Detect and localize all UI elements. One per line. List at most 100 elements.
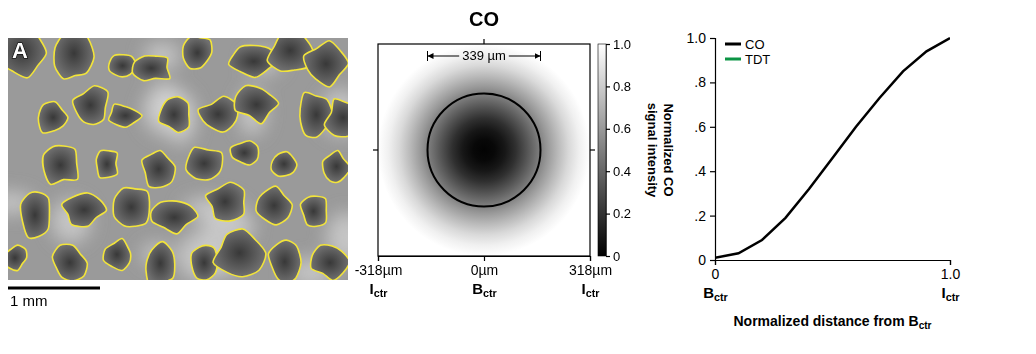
- panel-title: CO: [469, 8, 499, 30]
- tick: 1.0: [687, 30, 715, 46]
- tick: .2: [694, 208, 715, 224]
- annotation-arrow: [509, 56, 541, 57]
- plot-frame: [378, 44, 590, 256]
- blob: [234, 85, 278, 123]
- tick-mark: [590, 149, 595, 150]
- tick-label: 1.0: [613, 37, 631, 52]
- blob: [43, 146, 78, 185]
- tick-sublabel: Bctr: [703, 284, 728, 303]
- blob: [151, 201, 198, 234]
- tick-mark: [483, 39, 484, 44]
- blob: [186, 147, 223, 180]
- tick-mark: [606, 129, 610, 130]
- legend-label: CO: [745, 37, 765, 52]
- blob: [206, 182, 245, 221]
- tick: 1.0: [606, 37, 631, 52]
- tick-mark: [606, 44, 610, 45]
- tick: 0.4: [606, 164, 631, 179]
- legend-swatch: [725, 58, 741, 61]
- tick-label: 0.8: [613, 79, 631, 94]
- x-axis: -318µm Ictr 0µmBctr 318µm Ictr: [355, 256, 612, 299]
- tick-label: .6: [694, 119, 706, 135]
- tick: .6: [694, 119, 715, 135]
- axis-line: [710, 39, 716, 261]
- colorbar: [598, 44, 606, 256]
- blob: [271, 152, 297, 177]
- blob: [213, 229, 266, 277]
- blob: [322, 151, 348, 183]
- legend-label: TDT: [745, 52, 770, 67]
- tick-label: -318µm: [355, 262, 403, 278]
- axis-line: [716, 261, 951, 266]
- scale-bar-label: 1 mm: [10, 292, 48, 309]
- tick-mark: [606, 86, 610, 87]
- x-axis: 0Bctr 1.0Ictr: [703, 260, 960, 303]
- tick-sublabel-subscript: ctr: [714, 291, 729, 303]
- tick: 318µm Ictr: [569, 256, 612, 299]
- blob: [158, 97, 189, 133]
- blob: [183, 38, 212, 69]
- blob: [132, 56, 170, 81]
- heatmap-plot: [378, 44, 590, 256]
- blob: [54, 38, 94, 79]
- tick: 0: [606, 249, 620, 264]
- annotation-end: [540, 51, 541, 61]
- blob: [96, 150, 117, 178]
- blob: [311, 245, 348, 280]
- blob: [20, 192, 49, 238]
- blob: [268, 240, 301, 280]
- annotation-arrow: [428, 56, 460, 57]
- tick-mark: [378, 256, 379, 261]
- figure: A1 mmCO339 µm-318µmIctr0µmBctr318µmIctr0…: [0, 0, 1036, 354]
- heatmap: [378, 44, 590, 256]
- tick-sublabel: Ictr: [370, 280, 389, 299]
- legend-swatch: [725, 43, 741, 46]
- tick-label: 0.6: [613, 121, 631, 136]
- tick-label: 0: [613, 249, 620, 264]
- blob: [52, 244, 87, 280]
- tick-mark: [484, 256, 485, 261]
- tick-label: 0: [698, 252, 706, 268]
- tick: .8: [694, 74, 715, 90]
- tick-sublabel-subscript: ctr: [483, 287, 498, 299]
- tick: 0.8: [606, 79, 631, 94]
- blob: [103, 238, 131, 270]
- annotation-end: [427, 51, 428, 61]
- annotation: 339 µm: [428, 48, 541, 63]
- tick-mark: [710, 171, 715, 172]
- tick: 0µmBctr: [471, 256, 499, 299]
- colorbar-title-line: signal intensity: [645, 103, 660, 198]
- colorbar-title-line: Normalized CO: [661, 103, 676, 196]
- tick-sublabel-main: B: [472, 280, 483, 297]
- tick-label: 318µm: [569, 262, 612, 278]
- blob: [146, 242, 175, 280]
- x-axis-title-main: Normalized distance from B: [733, 313, 918, 329]
- blob: [109, 104, 142, 127]
- tick-sublabel: Bctr: [472, 280, 497, 299]
- tick-sublabel: Ictr: [942, 284, 961, 303]
- tick: -318µm Ictr: [355, 256, 403, 299]
- axis-line: [607, 45, 611, 257]
- x-axis-title: Normalized distance from Bctr: [733, 313, 931, 331]
- tick: 1.0Ictr: [941, 260, 961, 303]
- colorbar-axis: 00.20.40.60.81.0: [606, 37, 631, 264]
- blob: [256, 186, 292, 225]
- blob: [324, 99, 348, 137]
- blob: [300, 196, 326, 226]
- blob: [73, 86, 109, 125]
- tick-mark: [373, 149, 378, 150]
- tick: 0.6: [606, 121, 631, 136]
- tick-label: .8: [694, 74, 706, 90]
- tick: 0: [698, 252, 715, 268]
- tick-sublabel: Ictr: [582, 280, 601, 299]
- tick-mark: [710, 82, 715, 83]
- tick-label: .4: [694, 163, 706, 179]
- plot-area: [715, 38, 950, 258]
- tick-sublabel-main: B: [703, 284, 714, 301]
- tick-label: .2: [694, 208, 706, 224]
- blob-boundary: [428, 94, 541, 207]
- tick: 0Bctr: [703, 260, 728, 303]
- axis-line: [379, 257, 591, 262]
- tick-sublabel-subscript: ctr: [586, 287, 601, 299]
- tick-label: 1.0: [687, 30, 707, 46]
